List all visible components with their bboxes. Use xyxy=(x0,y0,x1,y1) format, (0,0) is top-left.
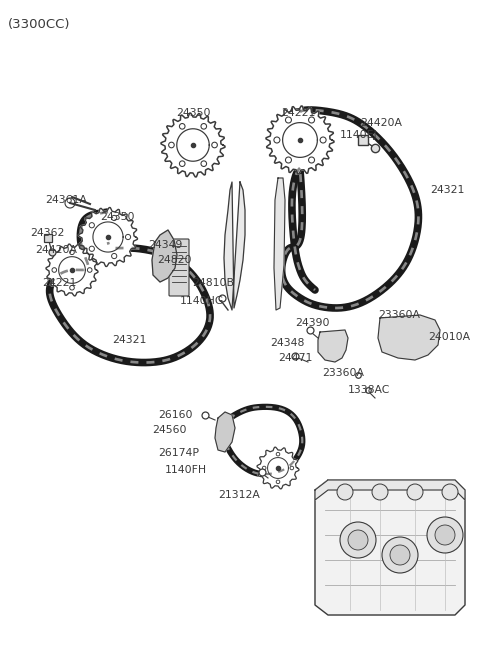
Circle shape xyxy=(286,157,291,163)
Text: 24362: 24362 xyxy=(30,228,64,238)
Circle shape xyxy=(290,466,294,470)
Polygon shape xyxy=(378,315,440,360)
Text: 24350: 24350 xyxy=(176,108,210,118)
Circle shape xyxy=(427,517,463,553)
Text: 24560: 24560 xyxy=(152,425,187,435)
Text: 26174P: 26174P xyxy=(158,448,199,458)
Circle shape xyxy=(52,268,57,272)
Polygon shape xyxy=(152,230,177,282)
Circle shape xyxy=(125,234,131,240)
Text: 24349: 24349 xyxy=(148,240,182,250)
Text: 24010A: 24010A xyxy=(428,332,470,342)
Polygon shape xyxy=(315,480,465,615)
Circle shape xyxy=(276,480,280,483)
Polygon shape xyxy=(274,178,285,310)
Circle shape xyxy=(212,142,217,148)
Polygon shape xyxy=(266,106,334,174)
Text: 24221: 24221 xyxy=(281,108,315,118)
Text: (3300CC): (3300CC) xyxy=(8,18,71,31)
Circle shape xyxy=(111,215,117,221)
Circle shape xyxy=(201,124,206,129)
Circle shape xyxy=(435,525,455,545)
Circle shape xyxy=(180,124,185,129)
Text: 24820: 24820 xyxy=(157,255,192,265)
Circle shape xyxy=(89,246,95,252)
Circle shape xyxy=(337,484,353,500)
Text: 24350: 24350 xyxy=(100,212,134,222)
Text: 24420A: 24420A xyxy=(360,118,402,128)
Circle shape xyxy=(274,137,280,143)
Text: 24810B: 24810B xyxy=(192,278,234,288)
Circle shape xyxy=(382,537,418,573)
Polygon shape xyxy=(215,412,235,452)
FancyBboxPatch shape xyxy=(169,239,189,296)
Text: 1338AC: 1338AC xyxy=(348,385,390,395)
Polygon shape xyxy=(318,330,348,362)
Circle shape xyxy=(111,253,117,259)
Circle shape xyxy=(263,466,266,470)
Circle shape xyxy=(180,161,185,166)
Text: 23360A: 23360A xyxy=(378,310,420,320)
Circle shape xyxy=(286,117,291,123)
Text: 24321: 24321 xyxy=(430,185,464,195)
Text: 24390: 24390 xyxy=(295,318,329,328)
Text: 24348: 24348 xyxy=(270,338,304,348)
Text: 23360A: 23360A xyxy=(322,368,364,378)
Polygon shape xyxy=(224,182,245,310)
Circle shape xyxy=(276,453,280,456)
Circle shape xyxy=(372,484,388,500)
Text: 1140EJ: 1140EJ xyxy=(340,130,378,140)
Circle shape xyxy=(201,161,206,166)
Circle shape xyxy=(89,223,95,228)
Text: 1140HG: 1140HG xyxy=(180,296,224,306)
Circle shape xyxy=(87,268,92,272)
Polygon shape xyxy=(46,244,98,296)
Circle shape xyxy=(348,530,368,550)
Circle shape xyxy=(390,545,410,565)
Text: 24471: 24471 xyxy=(278,353,312,363)
Circle shape xyxy=(70,250,74,255)
Polygon shape xyxy=(79,208,137,267)
Text: 24361A: 24361A xyxy=(45,195,87,205)
Text: 24420A: 24420A xyxy=(35,245,77,255)
Text: 1140FH: 1140FH xyxy=(165,465,207,475)
Polygon shape xyxy=(257,447,299,489)
Circle shape xyxy=(320,137,326,143)
Text: 24321: 24321 xyxy=(112,335,146,345)
Circle shape xyxy=(340,522,376,558)
Circle shape xyxy=(309,157,314,163)
Polygon shape xyxy=(315,480,465,500)
Text: 26160: 26160 xyxy=(158,410,192,420)
Circle shape xyxy=(309,117,314,123)
Text: 24221: 24221 xyxy=(42,278,76,288)
Circle shape xyxy=(70,286,74,290)
Circle shape xyxy=(442,484,458,500)
Polygon shape xyxy=(161,113,225,177)
Circle shape xyxy=(168,142,174,148)
Text: 21312A: 21312A xyxy=(218,490,260,500)
Circle shape xyxy=(407,484,423,500)
